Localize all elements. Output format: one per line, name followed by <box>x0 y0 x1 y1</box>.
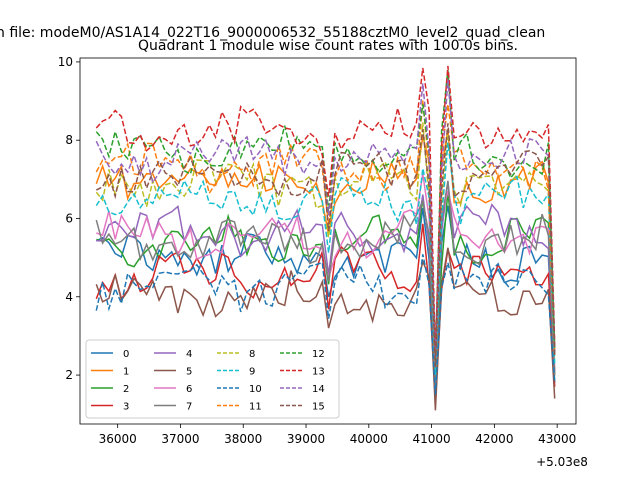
legend-label-14: 14 <box>312 384 325 395</box>
legend-label-8: 8 <box>249 349 255 360</box>
legend-label-4: 4 <box>186 349 192 360</box>
legend-label-0: 0 <box>123 349 129 360</box>
x-offset-label: +5.03e8 <box>536 455 588 469</box>
series-line-14 <box>95 79 556 364</box>
plot-frame <box>79 57 577 425</box>
series-line-3 <box>95 223 556 399</box>
y-tick-label: 8 <box>65 133 73 147</box>
legend-label-9: 9 <box>249 367 255 378</box>
figure-suptitle: n file: modeM0/AS1A14_022T16_9000006532_… <box>0 25 545 41</box>
legend-label-11: 11 <box>249 402 262 413</box>
x-tick-label: 41000 <box>413 432 451 446</box>
legend-box <box>85 339 340 419</box>
y-tick-label: 6 <box>65 211 73 225</box>
x-tick-label: 43000 <box>538 432 576 446</box>
legend-label-12: 12 <box>312 349 325 360</box>
x-tick-label: 40000 <box>350 432 388 446</box>
legend-label-3: 3 <box>123 402 129 413</box>
y-tick-label: 2 <box>65 368 73 382</box>
x-tick-label: 39000 <box>287 432 325 446</box>
x-tick-label: 37000 <box>161 432 199 446</box>
legend-label-7: 7 <box>186 402 192 413</box>
x-tick-label: 42000 <box>475 432 513 446</box>
legend-label-2: 2 <box>123 384 129 395</box>
legend-label-6: 6 <box>186 384 192 395</box>
legend-label-13: 13 <box>312 367 325 378</box>
series-line-4 <box>96 181 556 383</box>
series-line-8 <box>95 122 556 372</box>
legend-label-10: 10 <box>249 384 262 395</box>
chart-title: Quadrant 1 module wise count rates with … <box>138 38 518 54</box>
x-tick-label: 36000 <box>99 432 137 446</box>
series-line-9 <box>95 142 556 376</box>
y-tick-label: 4 <box>65 290 73 304</box>
x-tick-label: 38000 <box>224 432 262 446</box>
series-line-13 <box>95 65 556 356</box>
series-line-10 <box>95 254 556 395</box>
y-tick-label: 10 <box>58 55 73 69</box>
series-lines <box>95 65 556 411</box>
series-line-5 <box>95 247 556 411</box>
series-line-7 <box>95 180 556 387</box>
legend-label-1: 1 <box>123 367 129 378</box>
y-axis: 2 4 6 8 10 <box>58 55 80 382</box>
x-axis: 36000 37000 38000 39000 40000 41000 42000 43000 <box>99 424 576 446</box>
series-line-15 <box>95 123 556 368</box>
legend-label-15: 15 <box>312 402 325 413</box>
legend-label-5: 5 <box>186 367 192 378</box>
